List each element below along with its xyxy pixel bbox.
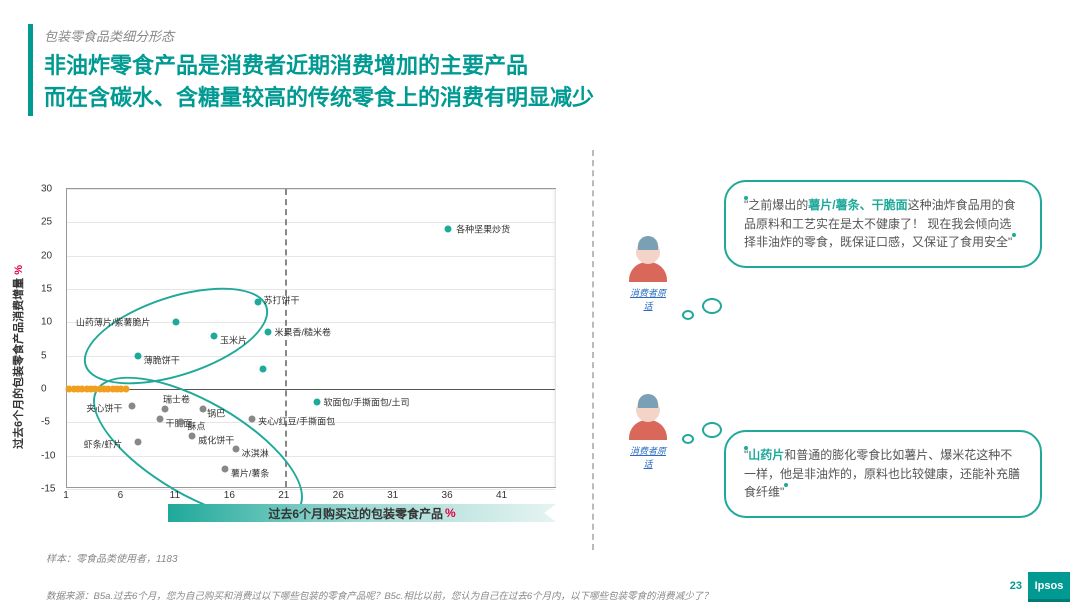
point-label: 威化饼干 [198,433,234,446]
x-tick: 21 [278,490,289,501]
point-label: 虾条/虾片 [84,438,123,451]
y-tick: 20 [41,250,52,261]
x-tick: 26 [333,490,344,501]
point-label: 薯片/薯条 [231,467,270,480]
sample-note: 样本：零食品类使用者，1183 [46,550,178,565]
page-number: 23 [1010,580,1022,592]
y-tick: 10 [41,317,52,328]
data-point [445,226,452,233]
y-tick: 0 [41,384,47,395]
x-tick: 41 [496,490,507,501]
x-tick: 6 [118,490,124,501]
q1-em: 薯片/薯条、干脆面 [808,198,907,212]
y-tick: 5 [41,350,47,361]
y-axis-label: 过去6个月的包装零食产品消费增量 % [10,265,26,449]
y-tick: -15 [41,484,55,495]
persona-avatar-2: 消费者原话 [626,398,670,470]
q2-em: 山药片 [748,448,784,462]
data-point [260,366,267,373]
point-label: 酥点 [187,420,205,433]
x-tick: 16 [224,490,235,501]
point-label: 夹心/红豆/手撕面包 [258,415,335,428]
y-tick: 30 [41,184,52,195]
x-tick: 31 [387,490,398,501]
accent-bar [28,24,33,116]
plot-area: -15-10-5051015202530各种坚果炒货苏打饼干山药薄片/紫薯脆片玉… [66,188,556,488]
data-point [162,406,169,413]
title-line-2: 而在含碳水、含糖量较高的传统零食上的消费有明显减少 [44,82,594,114]
subheading: 包装零食品类细分形态 [44,26,174,45]
y-tick: 15 [41,284,52,295]
brand-logo: Ipsos [1028,572,1070,602]
x-tick: 11 [170,490,180,501]
data-point [129,402,136,409]
data-point [200,406,207,413]
title-line-1: 非油炸零食产品是消费者近期消费增加的主要产品 [44,50,594,82]
data-point [232,446,239,453]
point-label: 锅巴 [207,407,225,420]
point-label: 山药薄片/紫薯脆片 [76,316,151,329]
data-point [221,466,228,473]
data-point [314,399,321,406]
y-tick: 25 [41,217,52,228]
scatter-chart: 过去6个月的包装零食产品消费增量 % -15-10-5051015202530各… [48,188,568,526]
y-tick: -10 [41,450,55,461]
data-point [249,416,256,423]
point-label: 薄脆饼干 [144,353,180,366]
persona-caption-1: 消费者原话 [626,286,670,312]
page-title: 非油炸零食产品是消费者近期消费增加的主要产品 而在含碳水、含糖量较高的传统零食上… [44,50,594,114]
quote-bubble-2: "山药片和普通的膨化零食比如薯片、爆米花这种不一样，他是非油炸的，原料也比较健康… [724,430,1042,518]
point-label: 瑞士卷 [163,393,190,406]
point-label: 苏打饼干 [264,294,300,307]
point-label: 冰淇淋 [242,447,269,460]
divider-vertical-dashed [592,150,594,550]
point-label: 夹心饼干 [86,401,122,414]
point-label: 软面包/手撕面包/土司 [323,396,409,409]
data-point [134,439,141,446]
x-axis-title: 过去6个月购买过的包装零食产品 % [168,504,556,522]
q1-pre: "之前爆出的 [744,198,808,212]
data-point [265,329,272,336]
gold-point [122,386,129,393]
persona-avatar-1: 消费者原话 [626,240,670,312]
x-tick: 36 [442,490,453,501]
data-point [254,299,261,306]
y-tick: -5 [41,417,50,428]
persona-caption-2: 消费者原话 [626,444,670,470]
point-label: 各种坚果炒货 [456,223,510,236]
data-point [211,332,218,339]
x-tick: 1 [63,490,69,501]
data-point [189,432,196,439]
footer-source: 数据来源：B5a.过去6个月，您为自己购买和消费过以下哪些包装的零食产品呢？B5… [46,588,713,602]
data-point [134,352,141,359]
point-label: 米果香/糙米卷 [274,326,331,339]
data-point [172,319,179,326]
q2-post: 和普通的膨化零食比如薯片、爆米花这种不一样，他是非油炸的，原料也比较健康，还能补… [744,448,1020,499]
quote-bubble-1: "之前爆出的薯片/薯条、干脆面这种油炸食品用的食品原料和工艺实在是太不健康了！ … [724,180,1042,268]
data-point [156,416,163,423]
point-label: 玉米片 [220,333,247,346]
data-point [178,419,185,426]
